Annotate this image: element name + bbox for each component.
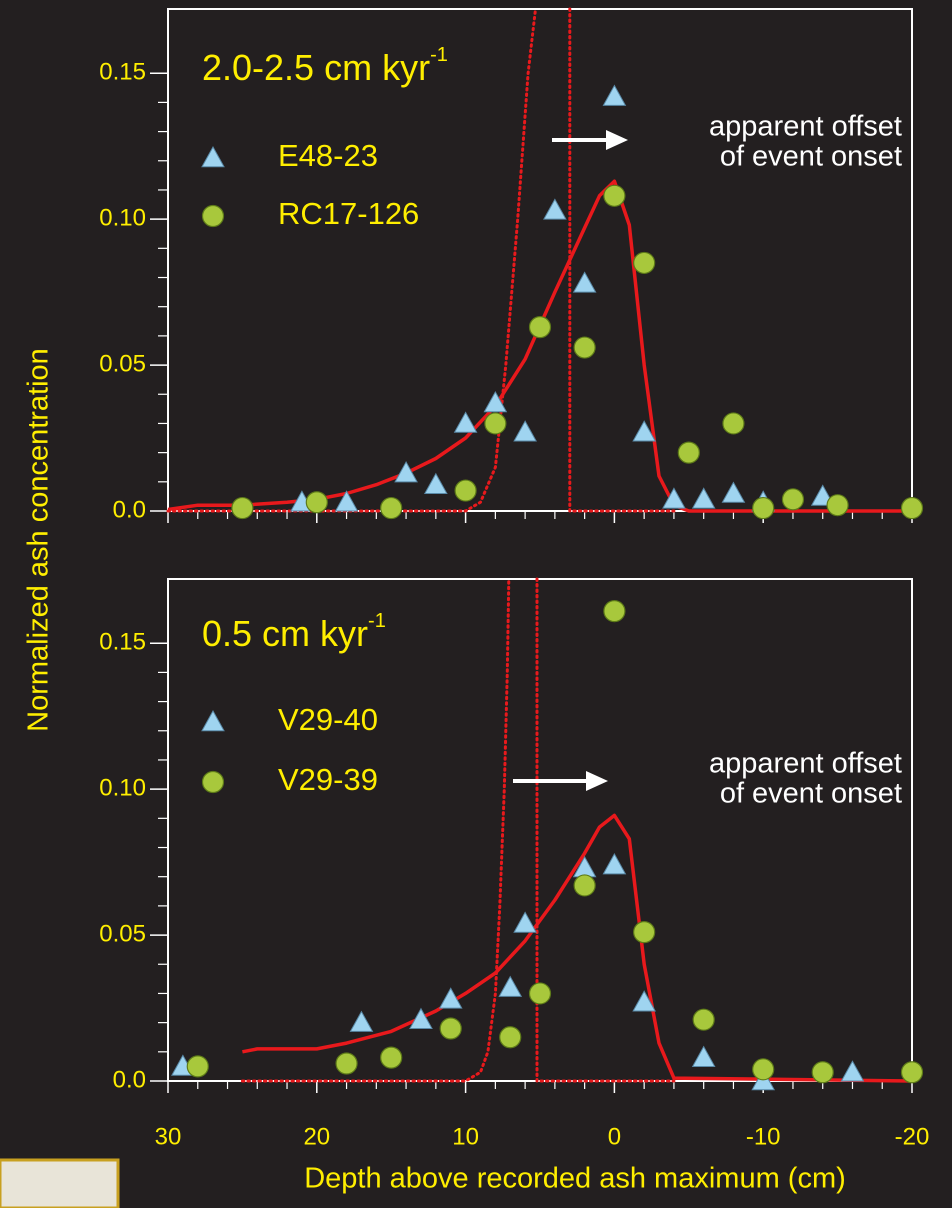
plot-frame	[167, 578, 913, 1082]
model-curve-dotted	[240, 577, 511, 1083]
triangle-marker	[602, 84, 627, 106]
circle-marker	[186, 1055, 209, 1078]
circle-marker	[826, 494, 849, 517]
x-axis-label: Depth above recorded ash maximum (cm)	[304, 1163, 846, 1195]
circle-marker	[201, 204, 225, 228]
model-curve-dotted	[535, 577, 676, 1083]
legend-label: E48-23	[278, 138, 378, 173]
triangle-marker	[349, 1010, 374, 1032]
plot-frame	[167, 8, 913, 512]
triangle-marker	[632, 420, 657, 442]
circle-marker	[201, 770, 225, 794]
triangle-marker	[572, 271, 597, 293]
triangle-marker	[201, 145, 225, 168]
y-axis-label: Normalized ash concentration	[23, 348, 55, 732]
circle-marker	[484, 412, 507, 435]
triangle-marker	[513, 911, 537, 933]
circle-marker	[380, 1046, 403, 1069]
circle-marker	[335, 1052, 358, 1075]
circle-marker	[499, 1026, 522, 1049]
triangle-marker	[423, 472, 448, 495]
circle-marker	[573, 336, 596, 359]
triangle-marker	[662, 487, 686, 509]
panel-title-superscript: -1	[430, 44, 448, 66]
circle-marker	[752, 496, 775, 520]
triangle-marker	[691, 1045, 716, 1067]
model-curve-dotted	[568, 7, 676, 513]
circle-marker	[677, 441, 700, 464]
circle-marker	[528, 982, 552, 1005]
circle-marker	[439, 1017, 462, 1040]
y-tick-label: 0.15	[99, 59, 146, 86]
circle-marker	[900, 496, 924, 520]
triangle-marker	[394, 461, 418, 483]
triangle-marker	[409, 1007, 433, 1030]
circle-marker	[752, 1058, 775, 1081]
y-tick-label: 0.10	[99, 204, 146, 231]
y-tick-label: 0.15	[99, 629, 146, 656]
circle-marker	[633, 251, 656, 275]
panel-title: 0.5 cm kyr-1	[202, 610, 386, 653]
triangle-marker	[602, 852, 627, 875]
circle-marker	[454, 479, 477, 502]
circle-marker	[811, 1061, 834, 1084]
x-tick-label: 20	[303, 1123, 330, 1150]
x-tick-label: -10	[746, 1123, 781, 1150]
annotation: of event onset	[720, 778, 902, 810]
y-tick-label: 0.05	[99, 920, 146, 947]
triangle-marker	[453, 411, 478, 433]
panel-title-text: 0.5 cm kyr	[202, 613, 368, 654]
triangle-marker	[691, 487, 716, 509]
x-tick-label: 30	[155, 1123, 182, 1150]
annotation-arrowhead	[606, 130, 628, 150]
model-curve	[242, 813, 913, 1083]
y-tick-label: 0.05	[99, 350, 146, 377]
triangle-marker	[438, 987, 463, 1009]
circle-marker	[573, 874, 596, 897]
circle-marker	[692, 1008, 715, 1031]
legend-label: RC17-126	[278, 196, 419, 231]
panel-title-text: 2.0-2.5 cm kyr	[202, 47, 430, 88]
annotation: of event onset	[720, 141, 902, 173]
annotation: apparent offset	[709, 748, 902, 780]
x-tick-label: 10	[452, 1123, 479, 1150]
panel-title-superscript: -1	[368, 610, 386, 632]
circle-marker	[781, 488, 805, 511]
circle-marker	[722, 412, 745, 435]
triangle-marker	[513, 420, 537, 442]
circle-marker	[603, 600, 626, 623]
triangle-marker	[543, 198, 567, 220]
triangle-marker	[721, 481, 746, 503]
triangle-marker	[201, 709, 225, 732]
y-tick-label: 0.10	[99, 774, 146, 801]
y-tick-label: 0.0	[113, 1066, 146, 1093]
thumbnail	[0, 1158, 120, 1208]
circle-marker	[603, 184, 626, 207]
annotation: apparent offset	[709, 111, 902, 143]
triangle-marker	[498, 975, 523, 997]
triangle-marker	[483, 390, 508, 413]
triangle-marker	[840, 1060, 865, 1082]
x-tick-label: -20	[895, 1123, 930, 1150]
legend-label: V29-40	[278, 702, 378, 737]
panel-title: 2.0-2.5 cm kyr-1	[202, 44, 448, 87]
circle-marker	[305, 491, 328, 514]
x-tick-label: 0	[608, 1123, 621, 1150]
triangle-marker	[632, 990, 657, 1012]
circle-marker	[633, 921, 656, 944]
legend-label: V29-39	[278, 762, 378, 797]
annotation-arrowhead	[586, 771, 608, 791]
circle-marker	[231, 496, 254, 520]
triangle-marker	[334, 490, 359, 512]
circle-marker	[380, 496, 403, 520]
circle-marker	[528, 316, 552, 339]
y-tick-label: 0.0	[113, 496, 146, 523]
circle-marker	[900, 1061, 924, 1084]
